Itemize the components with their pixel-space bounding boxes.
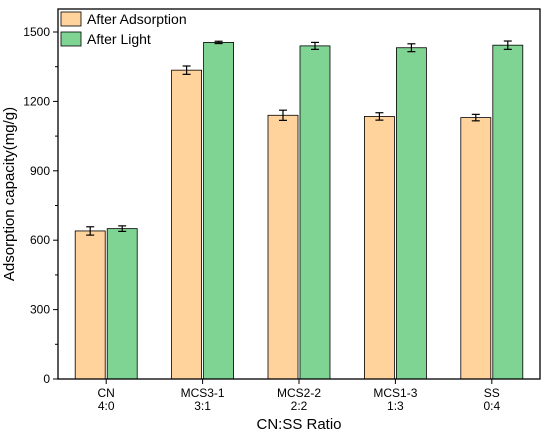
y-tick-label: 1200 [23,94,50,108]
y-axis-title: Adsorption capacity(mg/g) [1,107,18,281]
bar-after-adsorption [460,117,492,380]
x-tick-ratio-label: 4:0 [98,399,115,413]
x-tick-label: SS [484,386,500,400]
legend-label: After Light [87,31,151,47]
bar-after-light [492,44,524,380]
legend-label: After Adsorption [87,11,187,27]
bar-after-adsorption [363,116,395,380]
x-axis: CN4:0 MCS3-13:1 MCS2-22:2 MCS1-31:3 SS0:4 [98,379,500,413]
legend-swatch [60,31,82,47]
bar-after-light [299,45,331,380]
error-bars-layer [86,40,512,236]
bar-after-adsorption [74,230,106,380]
legend-swatch [60,11,82,27]
x-tick-label: MCS3-1 [181,386,225,400]
bar-after-adsorption [267,114,299,380]
x-tick-ratio-label: 0:4 [483,399,500,413]
x-tick-label: MCS2-2 [277,386,321,400]
y-tick-label: 300 [30,303,50,317]
y-axis: 0 300 600 900 1200 1500 [23,25,58,386]
y-tick-label: 900 [30,164,50,178]
y-tick-label: 0 [43,372,50,386]
x-tick-ratio-label: 2:2 [291,399,308,413]
x-tick-label: CN [98,386,115,400]
y-tick-label: 600 [30,233,50,247]
bars-layer [74,42,524,380]
x-tick-ratio-label: 1:3 [387,399,404,413]
bar-after-adsorption [171,69,203,380]
x-tick-label: MCS1-3 [373,386,417,400]
x-axis-title: CN:SS Ratio [256,416,341,433]
legend: After Adsorption After Light [60,11,187,47]
x-tick-ratio-label: 3:1 [194,399,211,413]
bar-after-light [203,42,235,380]
bar-after-light [395,47,427,380]
y-tick-label: 1500 [23,25,50,39]
bar-after-light [106,228,138,380]
